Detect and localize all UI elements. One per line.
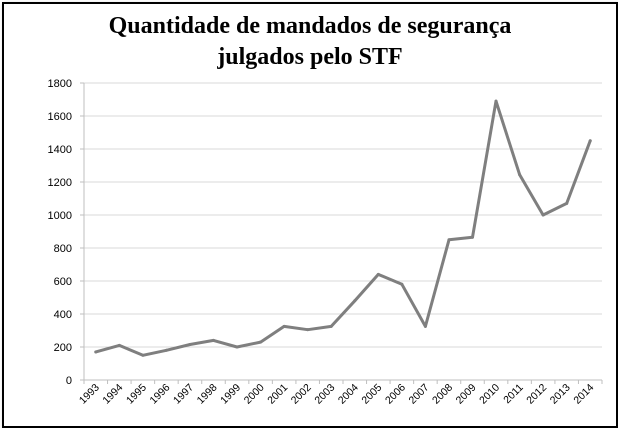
x-tick-label-2000: 2000 [242,382,267,407]
x-tick-label-2004: 2004 [336,382,361,407]
y-tick-labels: 0 200 400 600 800 1000 1200 1400 1600 1800 [48,78,72,387]
data-point-2002 [306,328,310,332]
x-tick-label-2013: 2013 [548,382,573,407]
x-tick-label-1995: 1995 [124,382,149,407]
data-point-2013 [565,201,569,205]
x-tick-label-1993: 1993 [77,382,102,407]
data-point-1999 [235,345,239,349]
x-tick-label-2011: 2011 [501,382,526,407]
data-point-1994 [117,343,121,347]
x-tick-label-2005: 2005 [359,382,384,407]
series-layer [94,99,592,357]
data-point-1995 [141,353,145,357]
chart-title-line-2: julgados pelo STF [216,44,402,70]
y-tick-label-1800: 1800 [48,78,72,90]
data-point-2009 [471,235,474,239]
data-point-1997 [188,343,192,347]
gridlines [84,82,602,348]
data-point-2012 [541,213,545,217]
data-point-2014 [588,139,592,143]
x-tick-label-1997: 1997 [171,382,196,407]
x-tick-label-1994: 1994 [100,382,125,407]
data-point-2010 [494,99,498,103]
x-tick-label-1996: 1996 [148,382,173,407]
y-tick-label-1600: 1600 [48,111,72,123]
y-tick-label-1000: 1000 [48,210,72,222]
x-tick-label-1998: 1998 [195,382,220,407]
data-point-2008 [447,238,451,242]
data-point-2003 [329,324,333,328]
x-tick-label-2009: 2009 [454,382,479,407]
x-tick-label-2007: 2007 [407,382,432,407]
data-point-1993 [94,350,98,354]
x-tick-label-2010: 2010 [477,382,502,407]
x-tick-label-2006: 2006 [383,382,408,407]
x-tick-label-2003: 2003 [312,382,337,407]
chart-title-line-1: Quantidade de mandados de segurança [109,13,512,39]
x-tick-label-2008: 2008 [430,382,455,407]
y-tick-label-1400: 1400 [48,144,72,156]
y-tick-label-1200: 1200 [48,177,72,189]
x-tick-label-2012: 2012 [524,382,549,407]
x-tick-label-2002: 2002 [289,382,314,407]
y-tick-label-400: 400 [54,309,72,321]
x-tick-labels: 1993199419951996199719981999200020012002… [77,382,597,407]
y-tick-label-0: 0 [66,375,72,387]
data-point-2011 [518,173,522,177]
y-tick-label-800: 800 [54,243,72,255]
data-point-2004 [353,299,357,303]
data-point-1998 [212,338,215,342]
x-tick-label-2001: 2001 [265,382,290,407]
data-point-2006 [400,282,404,286]
series-line-0 [94,99,592,357]
data-point-2005 [376,272,380,276]
data-point-1996 [164,348,168,352]
x-tick-label-1999: 1999 [218,382,243,407]
data-point-2007 [423,324,427,328]
axes [80,82,603,384]
y-tick-label-200: 200 [54,342,72,354]
y-tick-label-600: 600 [54,276,72,288]
data-point-2001 [282,324,286,328]
data-point-2000 [259,340,263,344]
x-tick-label-2014: 2014 [571,382,596,407]
